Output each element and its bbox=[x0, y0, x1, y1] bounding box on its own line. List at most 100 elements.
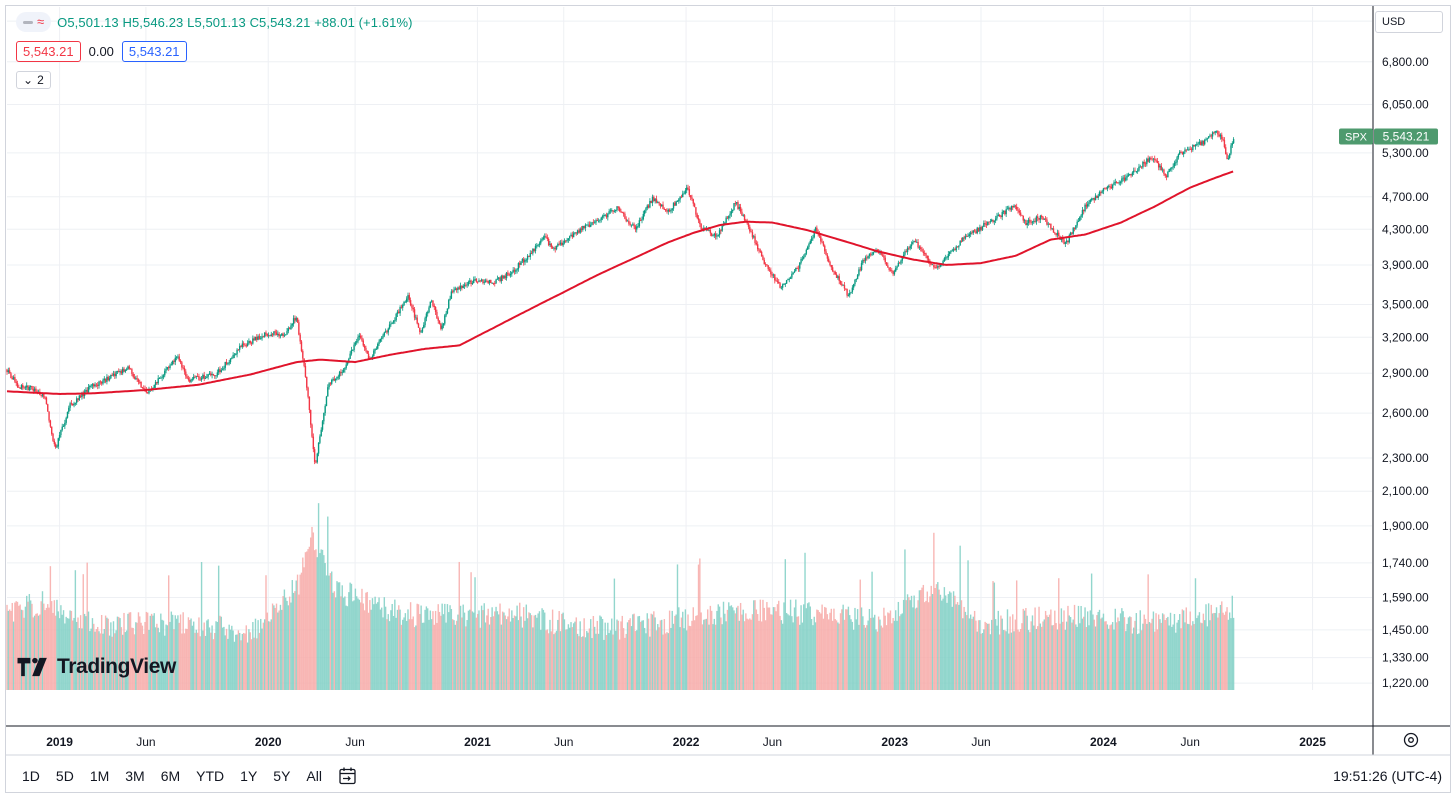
volume-bar bbox=[900, 614, 902, 690]
candle-body bbox=[386, 331, 388, 333]
volume-bar bbox=[1083, 616, 1085, 690]
range-button-ytd[interactable]: YTD bbox=[196, 768, 225, 784]
volume-bar bbox=[412, 616, 414, 690]
volume-bar bbox=[496, 611, 499, 690]
volume-bar bbox=[824, 606, 826, 690]
candle-body bbox=[925, 253, 927, 256]
volume-bar bbox=[1182, 610, 1185, 690]
volume-bar bbox=[491, 607, 493, 690]
candle-body bbox=[8, 370, 11, 374]
volume-bar bbox=[325, 575, 328, 690]
volume-bar bbox=[467, 610, 470, 690]
range-button-3m[interactable]: 3M bbox=[125, 768, 145, 784]
volume-bar bbox=[295, 580, 297, 690]
volume-bar bbox=[220, 616, 222, 690]
candle-body bbox=[1097, 195, 1099, 198]
candle-body bbox=[437, 318, 439, 321]
range-button-1m[interactable]: 1M bbox=[89, 768, 110, 784]
range-button-all[interactable]: All bbox=[306, 768, 322, 784]
volume-bar bbox=[987, 623, 989, 690]
candle-body bbox=[534, 245, 537, 251]
volume-bar bbox=[466, 620, 468, 690]
calendar-range-icon[interactable] bbox=[338, 766, 358, 786]
candle-body bbox=[1064, 242, 1067, 244]
range-button-1y[interactable]: 1Y bbox=[240, 768, 258, 784]
currency-select[interactable]: USD bbox=[1375, 11, 1443, 33]
volume-bar bbox=[755, 609, 758, 690]
candle-body bbox=[216, 372, 219, 376]
volume-bar bbox=[804, 552, 806, 690]
volume-bar bbox=[119, 618, 121, 690]
range-button-6m[interactable]: 6M bbox=[160, 768, 181, 784]
volume-bar bbox=[975, 620, 977, 690]
candle-body bbox=[971, 232, 973, 234]
candle-body bbox=[128, 366, 130, 369]
candle-body bbox=[1118, 182, 1120, 184]
candle-body bbox=[625, 218, 627, 222]
volume-bar bbox=[858, 624, 860, 690]
volume-bar bbox=[281, 609, 283, 690]
volume-bar bbox=[111, 636, 113, 690]
x-tick-label: 2023 bbox=[881, 735, 908, 749]
volume-bar bbox=[484, 622, 487, 690]
ohlc-close: C5,543.21 bbox=[249, 14, 311, 30]
volume-bar bbox=[157, 627, 159, 690]
candle-body bbox=[655, 198, 658, 203]
candle-body bbox=[1104, 188, 1106, 190]
volume-bar bbox=[77, 617, 79, 690]
x-tick-label: Jun bbox=[1181, 735, 1200, 749]
volume-bar bbox=[349, 582, 351, 690]
candle-body bbox=[590, 224, 592, 227]
candle-body bbox=[591, 222, 593, 225]
volume-bar bbox=[638, 615, 641, 690]
candle-body bbox=[69, 403, 71, 408]
candle-body bbox=[996, 215, 998, 219]
candle-body bbox=[231, 358, 233, 359]
volume-bar bbox=[391, 603, 393, 690]
candle-body bbox=[985, 224, 988, 225]
volume-bar bbox=[1068, 615, 1070, 690]
volume-bar bbox=[810, 618, 813, 690]
candle-body bbox=[1114, 182, 1116, 183]
candle-body bbox=[22, 385, 24, 388]
candle-body bbox=[866, 257, 868, 259]
indicators-collapse-button[interactable]: ⌄ 2 bbox=[16, 71, 51, 89]
volume-bar bbox=[378, 597, 380, 690]
candle-body bbox=[1067, 240, 1069, 243]
symbol-toggle[interactable]: ≈ bbox=[16, 12, 52, 32]
candle-body bbox=[49, 420, 52, 427]
volume-bar bbox=[1002, 630, 1005, 690]
candle-body bbox=[91, 384, 94, 386]
volume-bar bbox=[885, 625, 888, 690]
candle-body bbox=[842, 284, 844, 286]
range-button-1d[interactable]: 1D bbox=[22, 768, 40, 784]
volume-bar bbox=[404, 613, 407, 690]
volume-bar bbox=[989, 634, 992, 690]
candle-body bbox=[278, 333, 280, 337]
volume-bar bbox=[1148, 622, 1151, 690]
candle-body bbox=[958, 245, 960, 248]
candle-body bbox=[779, 283, 781, 288]
volume-bar bbox=[713, 618, 716, 690]
volume-bar bbox=[143, 633, 145, 690]
volume-bar bbox=[596, 620, 598, 690]
candle-body bbox=[221, 369, 224, 371]
volume-bar bbox=[132, 627, 134, 690]
candle-body bbox=[733, 203, 735, 210]
candle-body bbox=[653, 196, 655, 202]
candle-body bbox=[964, 236, 967, 239]
candle-body bbox=[997, 214, 999, 216]
range-button-5y[interactable]: 5Y bbox=[273, 768, 291, 784]
candle-body bbox=[363, 345, 366, 348]
volume-bar bbox=[1171, 626, 1173, 690]
settings-icon[interactable] bbox=[1402, 731, 1420, 749]
candle-body bbox=[1164, 173, 1166, 176]
y-tick-label: 4,300.00 bbox=[1382, 222, 1429, 236]
volume-bar bbox=[346, 606, 349, 690]
volume-bar bbox=[292, 592, 295, 690]
volume-bar bbox=[28, 594, 31, 690]
volume-bar bbox=[140, 622, 142, 690]
candle-body bbox=[413, 309, 416, 318]
range-button-5d[interactable]: 5D bbox=[55, 768, 74, 784]
